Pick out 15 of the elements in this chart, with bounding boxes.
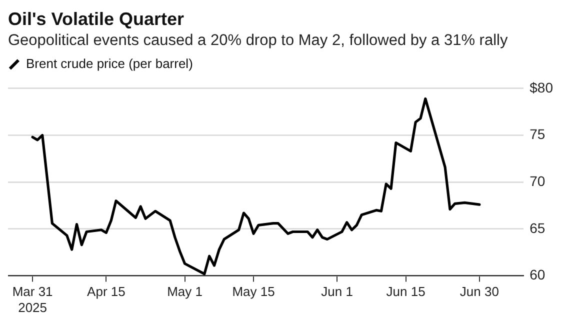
y-tick-label: $80 bbox=[530, 79, 554, 96]
x-tick-label: May 15 bbox=[232, 284, 275, 300]
legend-label: Brent crude price (per barrel) bbox=[26, 55, 193, 73]
y-tick-label: 70 bbox=[530, 172, 546, 189]
x-tick-label: Jun 30 bbox=[460, 284, 499, 300]
x-tick-label: Jun 15 bbox=[386, 284, 426, 300]
x-tick-label: May 1 bbox=[167, 284, 202, 300]
chart-title: Oil's Volatile Quarter bbox=[8, 8, 186, 30]
y-tick-label: 75 bbox=[530, 126, 546, 142]
chart-subtitle: Geopolitical events caused a 20% drop to May 2, followed by a 31% rally bbox=[8, 31, 509, 51]
x-tick-label: Jun 1 bbox=[321, 284, 353, 300]
y-tick-label: 65 bbox=[530, 220, 546, 236]
x-tick-label: Mar 31 2025 bbox=[12, 284, 53, 315]
x-tick-label: Apr 15 bbox=[87, 284, 126, 300]
y-tick-label: 60 bbox=[530, 266, 546, 283]
